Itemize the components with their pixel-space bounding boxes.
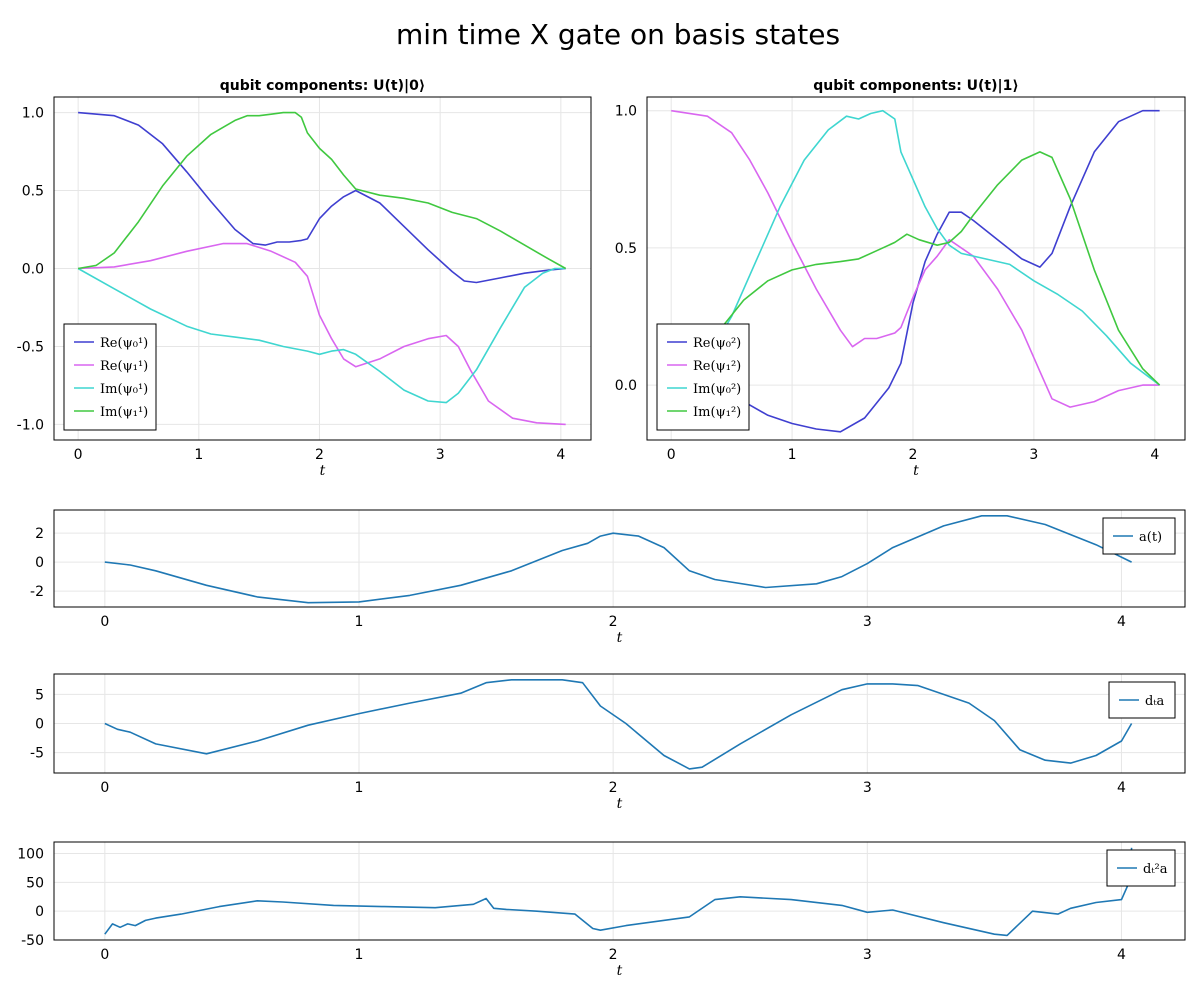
legend-label: dₜ²a xyxy=(1143,862,1168,877)
x-tick-label: 1 xyxy=(355,780,364,796)
series-line-1 xyxy=(671,109,1160,408)
x-tick-label: 0 xyxy=(100,780,109,796)
chart-title: qubit components: U(t)|0⟩ xyxy=(220,78,426,94)
chart-panel-2: 0 1 2 3 4 2 0 -2 t a(t) xyxy=(30,509,1186,646)
x-tick-label: 3 xyxy=(863,947,872,963)
y-tick-label: 0 xyxy=(35,717,44,733)
x-tick-label: 1 xyxy=(355,947,364,963)
x-tick-label: 2 xyxy=(609,780,618,796)
series-line-0 xyxy=(671,109,1160,433)
y-tick-label: 0 xyxy=(35,555,44,571)
series-line-0 xyxy=(104,847,1133,937)
legend: dₜ²a xyxy=(1106,849,1176,887)
series-line-0 xyxy=(104,515,1132,604)
x-tick-label: 4 xyxy=(1117,947,1126,963)
legend-box xyxy=(1108,681,1176,719)
x-tick-label: 3 xyxy=(1029,447,1038,463)
chart-title: qubit components: U(t)|1⟩ xyxy=(813,78,1019,94)
y-tick-label: -5 xyxy=(30,746,44,762)
figure-title: min time X gate on basis states xyxy=(396,18,840,51)
chart-panel-0: 0 1 2 3 4 1.0 0.5 0.0 -0.5 -1.0 t qubit components:… xyxy=(17,78,592,479)
series-line-0 xyxy=(78,111,566,284)
y-tick-label: -1.0 xyxy=(17,417,44,433)
series-line-3 xyxy=(77,111,567,270)
y-tick-label: -2 xyxy=(30,584,44,600)
x-axis-label: t xyxy=(617,963,623,979)
series-line-3 xyxy=(670,151,1161,386)
x-tick-label: 0 xyxy=(667,447,676,463)
x-tick-label: 1 xyxy=(788,447,797,463)
x-tick-label: 3 xyxy=(863,780,872,796)
plot-frame xyxy=(53,96,592,441)
legend: Re(ψ₀²) Re(ψ₁²) Im(ψ₀²) Im(ψ₁²) xyxy=(656,323,750,431)
legend-label: Im(ψ₁¹) xyxy=(100,405,148,420)
y-tick-label: 0.5 xyxy=(22,184,44,200)
y-tick-label: 1.0 xyxy=(22,106,44,122)
x-tick-label: 1 xyxy=(355,614,364,630)
x-tick-label: 4 xyxy=(1117,780,1126,796)
legend-label: Im(ψ₁²) xyxy=(693,405,741,420)
plot-frame xyxy=(53,841,1186,941)
plot-frame xyxy=(53,509,1186,608)
x-tick-label: 2 xyxy=(609,947,618,963)
legend: a(t) xyxy=(1102,517,1176,555)
y-tick-label: -0.5 xyxy=(17,339,44,355)
plot-frame xyxy=(53,673,1186,774)
y-tick-label: 5 xyxy=(35,687,44,703)
x-tick-label: 2 xyxy=(609,614,618,630)
y-tick-label: -50 xyxy=(21,933,44,949)
y-tick-label: 100 xyxy=(17,847,44,863)
y-tick-label: 0.5 xyxy=(615,241,637,257)
legend-label: Re(ψ₀²) xyxy=(693,336,741,351)
legend-label: Im(ψ₀¹) xyxy=(100,382,148,397)
series-line-2 xyxy=(77,267,566,404)
plot-frame xyxy=(646,96,1186,441)
legend: dₜa xyxy=(1108,681,1176,719)
x-tick-label: 3 xyxy=(863,614,872,630)
chart-panel-1: 0 1 2 3 4 1.0 0.5 0.0 t qubit components: U(t)|1⟩… xyxy=(615,78,1186,479)
y-tick-label: 0.0 xyxy=(22,262,44,278)
legend-label: a(t) xyxy=(1139,530,1162,545)
x-tick-label: 3 xyxy=(436,447,445,463)
series-line-1 xyxy=(78,242,566,426)
chart-panel-3: 0 1 2 3 4 5 0 -5 t dₜa xyxy=(30,673,1186,812)
x-tick-label: 0 xyxy=(100,947,109,963)
x-tick-label: 4 xyxy=(1150,447,1159,463)
series-line-2 xyxy=(670,109,1161,386)
x-tick-label: 0 xyxy=(100,614,109,630)
series-line-0 xyxy=(104,679,1133,770)
legend-label: Re(ψ₁¹) xyxy=(100,359,148,374)
y-tick-label: 50 xyxy=(26,875,44,891)
x-axis-label: t xyxy=(320,463,326,479)
x-axis-label: t xyxy=(913,463,919,479)
y-tick-label: 0.0 xyxy=(615,378,637,394)
chart-panel-4: 0 1 2 3 4 100 50 0 -50 t dₜ²a xyxy=(17,841,1186,979)
x-tick-label: 4 xyxy=(1117,614,1126,630)
legend-label: dₜa xyxy=(1145,694,1165,709)
y-tick-label: 2 xyxy=(35,526,44,542)
x-tick-label: 2 xyxy=(315,447,324,463)
x-tick-label: 1 xyxy=(194,447,203,463)
x-axis-label: t xyxy=(617,796,623,812)
legend-label: Re(ψ₀¹) xyxy=(100,336,148,351)
y-tick-label: 1.0 xyxy=(615,104,637,120)
y-tick-label: 0 xyxy=(35,904,44,920)
x-tick-label: 0 xyxy=(74,447,83,463)
legend-label: Re(ψ₁²) xyxy=(693,359,741,374)
x-axis-label: t xyxy=(617,630,623,646)
plots-container: 0 1 2 3 4 1.0 0.5 0.0 -0.5 -1.0 t qubit components:… xyxy=(17,78,1186,979)
legend: Re(ψ₀¹) Re(ψ₁¹) Im(ψ₀¹) Im(ψ₁¹) xyxy=(63,323,157,431)
x-tick-label: 4 xyxy=(556,447,565,463)
x-tick-label: 2 xyxy=(909,447,918,463)
legend-label: Im(ψ₀²) xyxy=(693,382,741,397)
